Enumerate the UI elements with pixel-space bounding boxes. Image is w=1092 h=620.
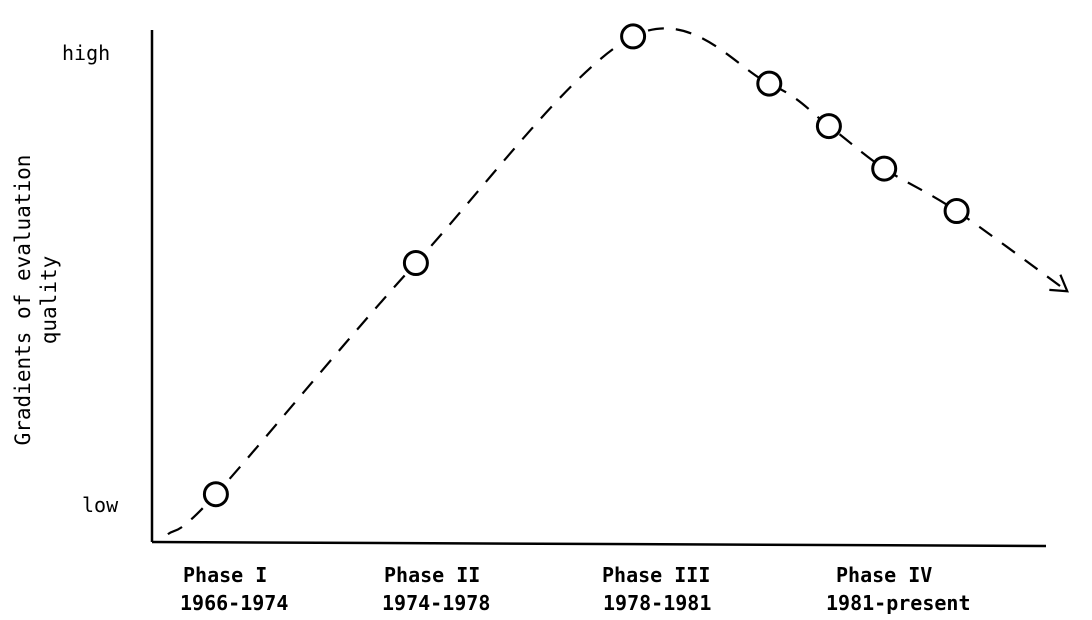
data-point-7 [943, 198, 970, 224]
y-axis-title-line2: quality [37, 256, 61, 345]
y-tick-label-low: low [82, 493, 119, 517]
y-tick-label-high: high [62, 41, 110, 65]
data-point-1 [202, 481, 229, 508]
data-point-4 [756, 70, 783, 97]
x-tick-label-phase-1: Phase I [183, 563, 267, 587]
data-point-6 [871, 155, 898, 182]
trend-line [167, 27, 1068, 536]
data-point-5 [815, 113, 842, 140]
x-tick-label-phase-3: Phase III [602, 563, 710, 587]
x-tick-label-phase-2: Phase II [384, 563, 480, 587]
x-tick-label-phase-4: Phase IV [836, 563, 932, 587]
x-tick-label-years-4: 1981-present [826, 591, 971, 615]
plot-area [167, 23, 1069, 536]
y-axis-title-line1: Gradients of evaluation [11, 155, 35, 446]
x-tick-label-years-2: 1974-1978 [382, 591, 490, 615]
data-point-3 [620, 23, 647, 50]
data-point-2 [402, 250, 429, 276]
x-axis [151, 540, 1047, 548]
x-tick-label-years-3: 1978-1981 [603, 591, 711, 615]
trend-arrowhead [1049, 274, 1069, 293]
x-tick-label-years-1: 1966-1974 [180, 591, 288, 615]
